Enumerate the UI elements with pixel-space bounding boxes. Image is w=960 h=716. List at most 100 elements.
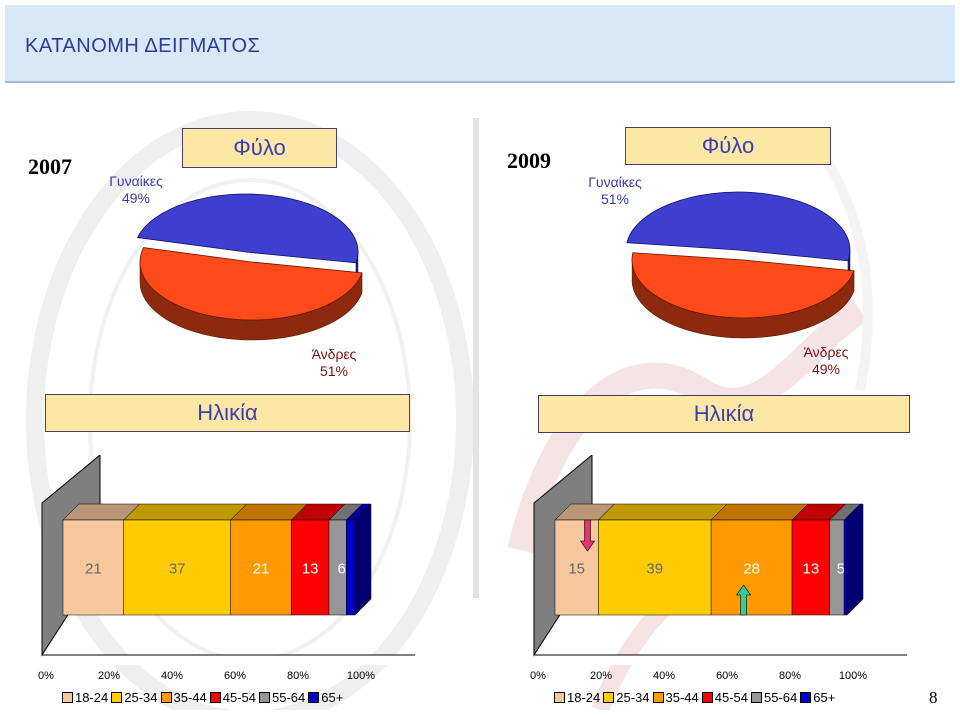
age-bar-chart-2009: 15392813510%20%40%60%80%100%: [530, 455, 907, 682]
legend-swatch: [62, 692, 73, 704]
x-tick-label: 100%: [839, 670, 867, 682]
legend-label: 65+: [321, 690, 344, 705]
pie-label-female-left-value: 49%: [121, 190, 151, 206]
legend-label: 18-24: [567, 690, 601, 705]
legend-swatch: [308, 692, 320, 704]
legend-label: 35-44: [665, 690, 699, 705]
page-title: ΚΑΤΑΝΟΜΗ ΔΕΙΓΜΑΤΟΣ: [25, 35, 261, 57]
section-divider: [473, 118, 479, 598]
bar-end-cap: [354, 503, 372, 616]
x-tick-label: 0%: [38, 670, 54, 682]
pie-slice-female: [626, 191, 851, 262]
legend-swatch: [554, 692, 565, 704]
data-label-35-44: 28: [743, 561, 760, 578]
legend-label: 25-34: [124, 690, 158, 705]
data-label-45-54: 13: [803, 561, 820, 578]
legend-item-35-44: 35-44: [160, 690, 207, 705]
legend-item-65+: 65+: [308, 690, 343, 705]
data-label-45-54: 13: [302, 561, 319, 578]
legend-item-18-24: 18-24: [554, 690, 600, 705]
x-tick-label: 0%: [530, 670, 546, 682]
x-tick-label: 100%: [347, 670, 375, 682]
bar-segment-65+: [843, 519, 848, 616]
pie-label-female-left-name: Γυναίκες: [109, 173, 163, 189]
x-tick-label: 20%: [98, 670, 120, 682]
header-bar: ΚΑΤΑΝΟΜΗ ΔΕΙΓΜΑΤΟΣ: [5, 5, 955, 83]
pie-label-male-right-name: Άνδρες: [803, 344, 849, 360]
arrow-up-icon: [736, 584, 752, 616]
legend-swatch: [209, 692, 221, 704]
legend-item-25-34: 25-34: [603, 690, 650, 705]
bar-segment-18-24: [62, 519, 124, 616]
data-label-18-24: 15: [568, 561, 585, 578]
year-label-right: 2009: [507, 148, 551, 173]
legend-label: 55-64: [272, 690, 306, 705]
data-label-18-24: 21: [85, 561, 102, 578]
bar-end-cap: [846, 503, 864, 616]
gender-title-box-left: Φύλο: [182, 128, 337, 168]
x-tick-label: 80%: [287, 670, 309, 682]
legend-item-55-64: 55-64: [259, 690, 305, 705]
legend-item-55-64: 55-64: [751, 690, 797, 705]
pie-label-female-right-name: Γυναίκες: [588, 174, 642, 190]
legend-item-25-34: 25-34: [111, 690, 158, 705]
x-tick-label: 60%: [224, 670, 246, 682]
x-tick-label: 80%: [779, 670, 801, 682]
age-title-box-right: Ηλικία: [538, 395, 910, 433]
data-label-35-44: 21: [253, 561, 270, 578]
page-number: 8: [929, 688, 938, 707]
gender-title-box-right: Φύλο: [625, 127, 831, 165]
pie-label-male-left: Άνδρες 51%: [294, 346, 374, 380]
pie-label-male-right-value: 49%: [811, 361, 841, 377]
pie-label-female-right-value: 51%: [600, 191, 630, 207]
legend-label: 45-54: [222, 690, 256, 705]
legend-swatch: [751, 692, 762, 704]
legend-label: 25-34: [616, 690, 650, 705]
bar-segment-top-25-34: [597, 503, 728, 521]
pie-slice-female: [136, 193, 359, 264]
legend-label: 55-64: [764, 690, 798, 705]
bar-segment-18-24: [554, 519, 599, 616]
data-label-25-34: 39: [646, 561, 663, 578]
data-label-55-64: 5: [837, 561, 845, 578]
bar-segment-45-54: [791, 519, 830, 616]
data-label-55-64: 6: [337, 561, 345, 578]
x-tick-label: 40%: [653, 670, 675, 682]
gender-title-right: Φύλο: [701, 133, 755, 158]
age-bar-chart-2007: 21372113630%20%40%60%80%100%: [38, 455, 415, 682]
x-tick-label: 60%: [716, 670, 738, 682]
pie-label-female-left: Γυναίκες 49%: [100, 173, 172, 207]
pie-label-male-left-value: 51%: [319, 363, 349, 379]
x-tick-label: 40%: [161, 670, 183, 682]
bar-segment-25-34: [123, 519, 231, 616]
legend-swatch: [160, 692, 172, 704]
legend-label: 35-44: [173, 690, 207, 705]
legend-label: 65+: [813, 690, 836, 705]
legend-item-65+: 65+: [800, 690, 835, 705]
legend-swatch: [111, 692, 123, 704]
pie-label-female-right: Γυναίκες 51%: [577, 174, 653, 208]
age-title-box-left: Ηλικία: [45, 394, 410, 432]
legend-swatch: [800, 692, 812, 704]
bar-segment-35-44: [710, 519, 793, 616]
bar-segment-top-25-34: [123, 503, 248, 521]
legend-swatch: [701, 692, 713, 704]
bar-segment-65+: [346, 519, 356, 616]
gender-pie-chart-2009: [626, 191, 855, 339]
legend-item-35-44: 35-44: [652, 690, 699, 705]
pie-slice-male: [139, 247, 363, 321]
legend-left: 18-24 25-34 35-44 45-54 55-64 65+: [62, 690, 346, 705]
bar-segment-35-44: [230, 519, 292, 616]
bar-segment-25-34: [598, 519, 712, 616]
pie-label-male-left-name: Άνδρες: [311, 346, 357, 362]
gender-title-left: Φύλο: [233, 135, 286, 160]
gender-pie-chart-2007: [136, 193, 363, 341]
x-tick-label: 20%: [590, 670, 612, 682]
legend-item-45-54: 45-54: [701, 690, 748, 705]
pie-slice-male: [631, 252, 855, 319]
legend-swatch: [603, 692, 615, 704]
bar-segment-45-54: [291, 519, 330, 616]
data-label-25-34: 37: [169, 561, 186, 578]
legend-item-45-54: 45-54: [209, 690, 256, 705]
bar-segment-top-35-44: [710, 503, 809, 521]
